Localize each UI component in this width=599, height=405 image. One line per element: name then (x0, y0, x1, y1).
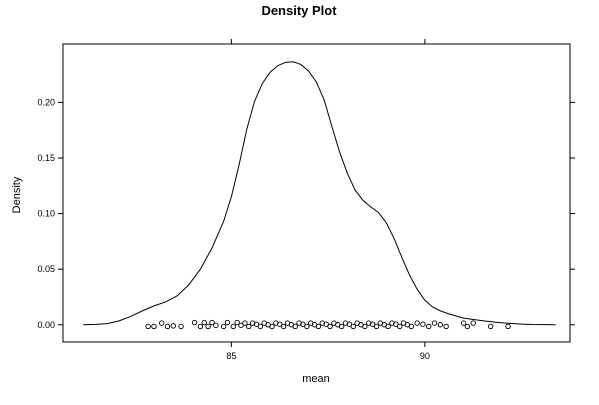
rug-point-62 (420, 321, 426, 327)
rug-point-70 (487, 323, 494, 330)
rug-point-68 (464, 323, 471, 330)
rug-point-71 (505, 323, 511, 330)
rug-point-54 (385, 323, 391, 330)
rug-point-42 (338, 323, 345, 330)
rug-point-57 (397, 323, 403, 330)
rug-point-16 (238, 322, 244, 329)
rug-point-17 (242, 320, 248, 326)
rug-point-21 (257, 323, 264, 330)
rug-point-20 (253, 321, 260, 327)
rug-point-67 (460, 320, 467, 326)
rug-point-36 (315, 323, 322, 330)
plot-frame (62, 43, 571, 343)
rug-point-65 (437, 322, 444, 328)
chart-title: Density Plot (261, 3, 337, 18)
rug-point-24 (269, 323, 275, 330)
rug-point-6 (191, 319, 198, 326)
rug-point-69 (470, 320, 476, 326)
rug-point-64 (431, 320, 438, 326)
rug-point-12 (220, 323, 227, 330)
x-axis-label: mean (302, 373, 330, 385)
y-axis-label: Density (11, 176, 23, 213)
rug-point-30 (292, 323, 298, 330)
density-curve (83, 61, 556, 326)
x-tick-label-1: 90 (420, 351, 430, 361)
rug-point-45 (350, 323, 356, 330)
rug-point-66 (443, 323, 449, 330)
rug-point-1 (151, 323, 157, 330)
rug-point-27 (280, 323, 287, 330)
rug-point-13 (224, 319, 231, 326)
rug-point-0 (145, 323, 151, 330)
rug-point-56 (393, 321, 399, 327)
rug-point-33 (304, 323, 310, 330)
rug-point-8 (201, 319, 207, 326)
rug-point-63 (426, 323, 432, 330)
rug-point-18 (246, 323, 252, 330)
y-tick-label-3: 0.15 (37, 153, 55, 163)
rug-point-26 (277, 321, 283, 327)
rug-point-48 (362, 323, 368, 330)
x-tick-label-0: 85 (226, 351, 236, 361)
rug-point-3 (164, 323, 171, 330)
rug-point-51 (373, 323, 380, 330)
y-tick-label-0: 0.00 (37, 320, 55, 330)
rug-point-44 (346, 321, 353, 327)
rug-point-11 (213, 322, 219, 329)
rug-point-9 (205, 323, 211, 330)
rug-point-32 (300, 321, 306, 327)
rug-point-5 (178, 323, 184, 330)
rug-point-38 (323, 321, 329, 327)
plot-layer (58, 39, 575, 347)
rug-point-60 (408, 323, 415, 330)
rug-point-50 (369, 321, 376, 327)
y-tick-label-4: 0.20 (37, 97, 55, 107)
rug-point-39 (327, 323, 333, 330)
y-tick-label-1: 0.05 (37, 264, 55, 274)
rug-point-2 (158, 320, 165, 326)
rug-point-15 (234, 319, 240, 326)
rug-point-4 (170, 323, 177, 329)
rug-point-61 (414, 320, 420, 326)
rug-point-14 (230, 323, 236, 330)
rug-point-7 (197, 323, 204, 330)
y-tick-label-2: 0.10 (37, 209, 55, 219)
rug-point-10 (209, 319, 215, 326)
